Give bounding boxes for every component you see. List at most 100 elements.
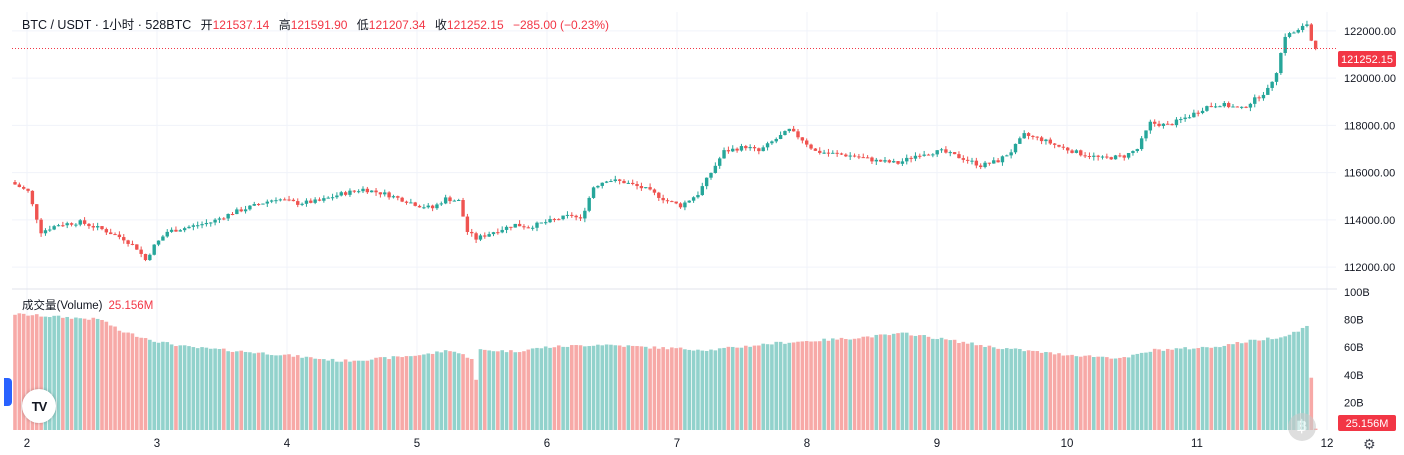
candle-body	[1292, 32, 1296, 34]
volume-bar	[322, 359, 326, 430]
candle-body	[783, 131, 787, 136]
candle-body	[1148, 121, 1153, 131]
volume-bar	[561, 346, 565, 430]
volume-bar	[374, 357, 378, 430]
candle-body	[844, 154, 848, 157]
candle-body	[161, 236, 165, 241]
candle-body	[296, 201, 300, 205]
candle-body	[757, 148, 761, 152]
volume-bar	[1274, 338, 1279, 430]
candle-body	[1287, 33, 1292, 37]
volume-legend: 成交量(Volume) 25.156M	[22, 297, 153, 313]
volume-bar	[465, 357, 470, 430]
volume-bar	[130, 333, 135, 430]
volume-bar	[252, 353, 257, 430]
volume-bar	[526, 349, 531, 430]
candle-body	[1005, 155, 1009, 157]
volume-bar	[1270, 339, 1274, 430]
candle-body	[470, 231, 474, 234]
volume-bar	[700, 350, 705, 430]
volume-bar	[835, 339, 839, 430]
volume-bar	[678, 347, 683, 430]
candle-body	[191, 225, 196, 227]
candle-body	[874, 159, 878, 162]
candle-body	[1131, 151, 1135, 154]
candle-body	[139, 249, 143, 254]
symbol-title[interactable]: BTC / USDT · 1小时 · 528BTC	[22, 18, 192, 32]
volume-bar	[761, 343, 765, 430]
volume-bar	[1135, 353, 1140, 430]
candle-body	[539, 222, 544, 224]
volume-bar	[48, 317, 52, 430]
volume-bar	[683, 349, 687, 430]
volume-bar	[648, 348, 652, 430]
candle-body	[370, 190, 374, 193]
candle-body	[43, 230, 48, 234]
candle-body	[435, 204, 439, 209]
volume-bar	[474, 379, 478, 430]
volume-bar	[965, 343, 970, 430]
volume-bar	[1248, 339, 1253, 430]
candle-body	[544, 222, 548, 224]
candle-body	[557, 219, 561, 221]
candle-body	[1048, 139, 1052, 144]
side-panel-toggle[interactable]	[4, 378, 12, 406]
volume-axis[interactable]: 100B 80B 60B 40B 20B	[1344, 287, 1370, 409]
volume-bar	[957, 343, 961, 430]
volume-bar	[1131, 354, 1135, 430]
candle-body	[704, 177, 709, 187]
volume-bar	[778, 341, 783, 430]
candle-body	[596, 185, 600, 188]
price-axis[interactable]: 122000.00 120000.00 118000.00 116000.00 1140…	[1344, 26, 1396, 274]
candle-body	[983, 162, 987, 168]
volume-bar	[195, 348, 200, 430]
volume-bar	[883, 334, 887, 430]
candle-body	[522, 226, 526, 228]
price-tick-label: 118000.00	[1344, 120, 1395, 132]
volume-tick-label: 20B	[1344, 397, 1364, 409]
volume-bar	[1074, 356, 1079, 430]
settings-gear-icon[interactable]: ⚙	[1363, 436, 1376, 452]
volume-badge-text: 25.156M	[1346, 418, 1389, 430]
high-value: 121591.90	[290, 18, 348, 32]
candle-body	[670, 201, 674, 203]
candle-body	[1192, 112, 1196, 118]
volume-bar	[783, 343, 787, 430]
volume-bar	[643, 346, 648, 430]
candle-body	[1087, 156, 1092, 158]
candle-body	[826, 152, 831, 154]
candle-body	[413, 202, 417, 206]
candle-body	[970, 160, 974, 162]
candle-body	[778, 135, 783, 140]
volume-bar	[952, 339, 957, 430]
candle-body	[922, 154, 926, 156]
candle-body	[565, 214, 570, 216]
candle-body	[1183, 117, 1187, 120]
volume-label[interactable]: 成交量(Volume)	[22, 300, 103, 312]
volume-bar	[1118, 357, 1122, 430]
volume-bar	[243, 351, 248, 430]
volume-bar	[239, 350, 243, 430]
volume-bar	[822, 338, 826, 430]
volume-bar	[235, 351, 239, 430]
volume-bar	[400, 357, 404, 430]
candle-body	[235, 209, 239, 215]
tradingview-logo-icon[interactable]: TV	[22, 389, 56, 423]
candle-body	[278, 199, 283, 201]
time-axis[interactable]: 2 3 4 5 6 7 8 9 10 11 12	[24, 438, 1334, 450]
volume-bar	[583, 346, 587, 430]
candle-body	[948, 152, 952, 154]
volume-bar	[861, 336, 866, 430]
volume-bar	[831, 338, 835, 430]
volume-bar	[483, 349, 487, 430]
volume-bar	[1170, 349, 1174, 430]
candle-body	[135, 244, 139, 250]
candle-body	[535, 222, 539, 228]
candle-body	[965, 159, 970, 161]
candle-body	[674, 201, 678, 204]
candle-body	[1205, 106, 1209, 111]
candle-body	[1018, 138, 1022, 144]
volume-bar	[126, 332, 130, 430]
volume-bar	[696, 349, 700, 430]
